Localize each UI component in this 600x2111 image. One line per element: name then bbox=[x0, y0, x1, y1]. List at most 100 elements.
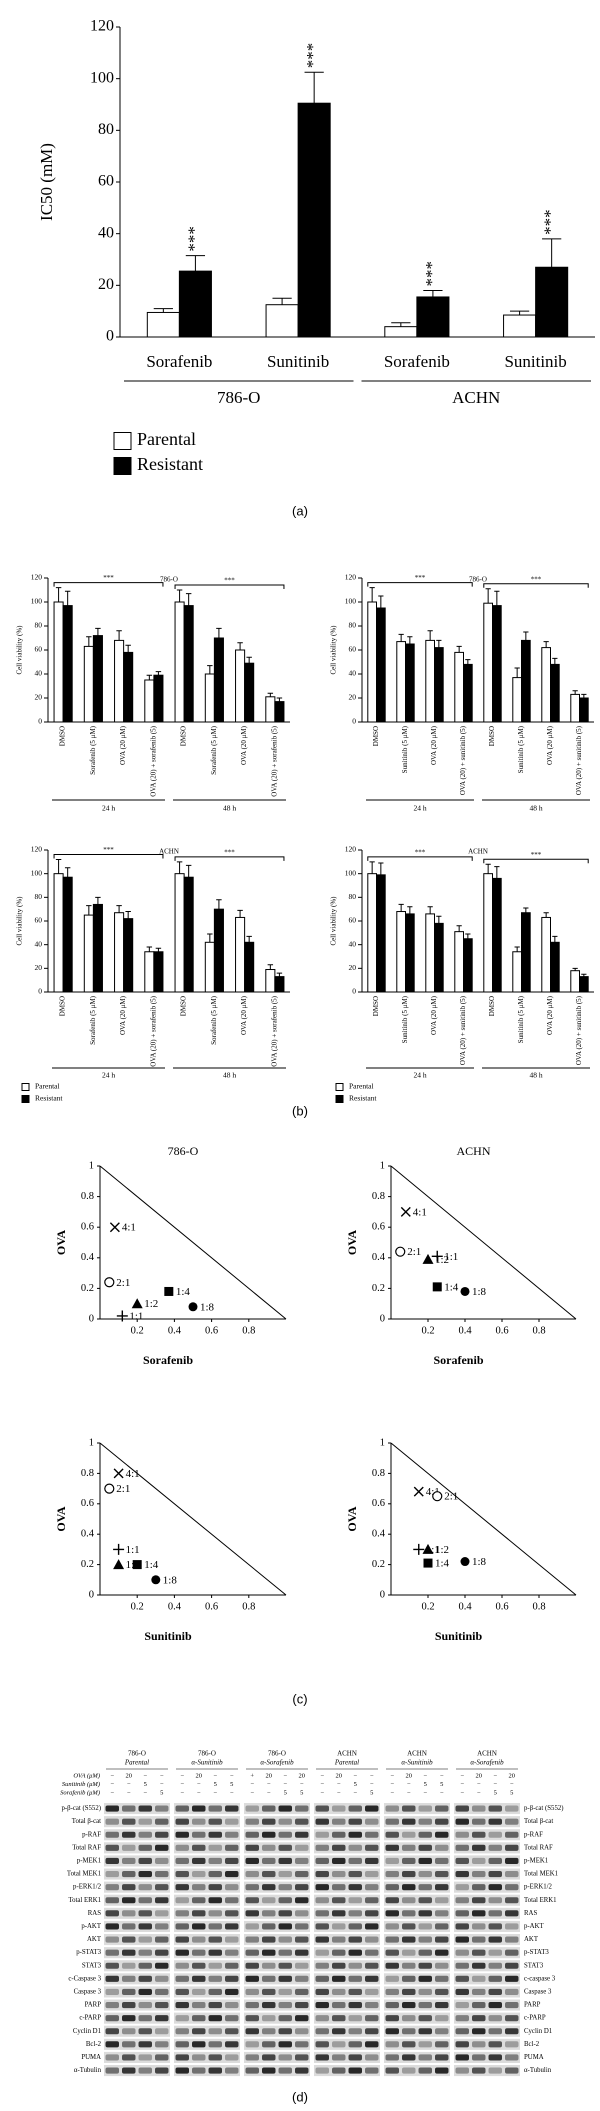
significance-label: *** bbox=[541, 209, 560, 235]
blot-band bbox=[138, 2015, 152, 2022]
blot-band bbox=[332, 1884, 346, 1891]
blot-background bbox=[314, 1855, 380, 1867]
blot-band bbox=[225, 1910, 239, 1917]
blot-label-right: RAS bbox=[524, 1910, 537, 1917]
blot-band bbox=[192, 1871, 206, 1878]
blot-band bbox=[472, 1988, 486, 1995]
blot-background bbox=[454, 1881, 520, 1893]
blot-background bbox=[174, 1829, 240, 1841]
x-axis-label: Sunitinib bbox=[144, 1629, 192, 1643]
blot-band bbox=[122, 1949, 136, 1956]
y-tick-label: 40 bbox=[35, 939, 43, 948]
panel-label: (a) bbox=[292, 503, 308, 518]
blot-band bbox=[505, 1910, 519, 1917]
blot-band bbox=[138, 1831, 152, 1838]
point-label: 2:1 bbox=[444, 1491, 458, 1503]
blot-band bbox=[402, 1923, 416, 1930]
chart-title: ACHN bbox=[159, 848, 179, 856]
blot-band bbox=[402, 2067, 416, 2074]
x-tick-label: DMSO bbox=[59, 726, 67, 746]
bar bbox=[541, 647, 551, 723]
blot-label-right: STAT3 bbox=[524, 1962, 544, 1969]
blot-background bbox=[104, 1986, 170, 1998]
blot-background bbox=[244, 1868, 310, 1880]
lane-value: 20 bbox=[406, 1772, 413, 1779]
x-tick-label: 0.8 bbox=[532, 1601, 545, 1612]
blot-band bbox=[155, 2002, 169, 2009]
blot-band bbox=[472, 1949, 486, 1956]
lane-value: − bbox=[477, 1789, 481, 1796]
blot-band bbox=[505, 2028, 519, 2035]
blot-band bbox=[488, 1844, 502, 1851]
blot-band bbox=[472, 1871, 486, 1878]
error-bar bbox=[125, 644, 131, 653]
blot-band bbox=[245, 2015, 259, 2022]
significance-label: *** bbox=[422, 261, 441, 287]
blot-band bbox=[348, 1844, 362, 1851]
blot-band bbox=[155, 1884, 169, 1891]
blot-band bbox=[208, 2067, 222, 2074]
bar bbox=[570, 970, 580, 993]
blot-background bbox=[104, 1973, 170, 1985]
blot-band bbox=[262, 1818, 276, 1825]
blot-background bbox=[384, 1907, 450, 1919]
error-bar bbox=[485, 863, 491, 874]
blot-background bbox=[244, 1803, 310, 1815]
legend-label: Parental bbox=[349, 1082, 374, 1091]
blot-band bbox=[192, 1884, 206, 1891]
blot-band bbox=[505, 1988, 519, 1995]
point bbox=[460, 1286, 470, 1296]
y-tick-label: 40 bbox=[349, 939, 357, 948]
blot-background bbox=[384, 1855, 450, 1867]
lane-value: − bbox=[337, 1781, 341, 1788]
error-bar bbox=[465, 933, 471, 939]
group-cell: 786-O bbox=[128, 1750, 146, 1758]
blot-band bbox=[105, 2054, 119, 2061]
blot-band bbox=[122, 1897, 136, 1904]
blot-background bbox=[174, 1934, 240, 1946]
blot-band bbox=[505, 2015, 519, 2022]
y-tick-label: 0 bbox=[38, 987, 42, 996]
blot-band bbox=[245, 1857, 259, 1864]
blot-band bbox=[488, 1897, 502, 1904]
error-bar bbox=[176, 589, 183, 602]
blot-band bbox=[315, 1975, 329, 1982]
point-label: 1:1 bbox=[444, 1251, 458, 1263]
bar bbox=[183, 605, 194, 723]
blot-label-left: Total RAF bbox=[72, 1844, 101, 1851]
blot-band bbox=[435, 1831, 449, 1838]
x-tick-label: Sorafenib (5 μM) bbox=[89, 995, 97, 1045]
blot-band bbox=[262, 1962, 276, 1969]
blot-band bbox=[138, 1910, 152, 1917]
blot-band bbox=[295, 1897, 309, 1904]
blot-band bbox=[435, 1949, 449, 1956]
group-cell: 786-O bbox=[198, 1750, 216, 1758]
blot-background bbox=[174, 1947, 240, 1959]
bar bbox=[570, 693, 580, 723]
blot-band bbox=[278, 1962, 292, 1969]
blot-band bbox=[348, 2041, 362, 2048]
blot-band bbox=[225, 2028, 239, 2035]
panel-label: (d) bbox=[292, 2089, 308, 2104]
blot-band bbox=[402, 2002, 416, 2009]
blot-band bbox=[245, 1805, 259, 1812]
error-bar bbox=[436, 639, 442, 648]
point-label: 1:4 bbox=[435, 1558, 450, 1570]
bar bbox=[92, 635, 103, 723]
blot-band bbox=[472, 1884, 486, 1891]
point-label: 1:8 bbox=[472, 1286, 487, 1298]
y-tick-label: 0 bbox=[352, 717, 356, 726]
comparison-label: *** bbox=[224, 577, 235, 585]
y-tick-label: 20 bbox=[35, 693, 43, 702]
error-bar bbox=[246, 656, 252, 664]
blot-background bbox=[314, 1894, 380, 1906]
blot-band bbox=[435, 1805, 449, 1812]
blot-band bbox=[192, 1805, 206, 1812]
blot-band bbox=[365, 1844, 379, 1851]
blot-band bbox=[225, 2054, 239, 2061]
blot-band bbox=[315, 1831, 329, 1838]
x-tick-label: Sorafenib (5 μM) bbox=[210, 725, 218, 775]
error-bar bbox=[95, 627, 101, 636]
point-label: 1:2 bbox=[435, 1544, 449, 1556]
lane-value: − bbox=[213, 1772, 217, 1779]
